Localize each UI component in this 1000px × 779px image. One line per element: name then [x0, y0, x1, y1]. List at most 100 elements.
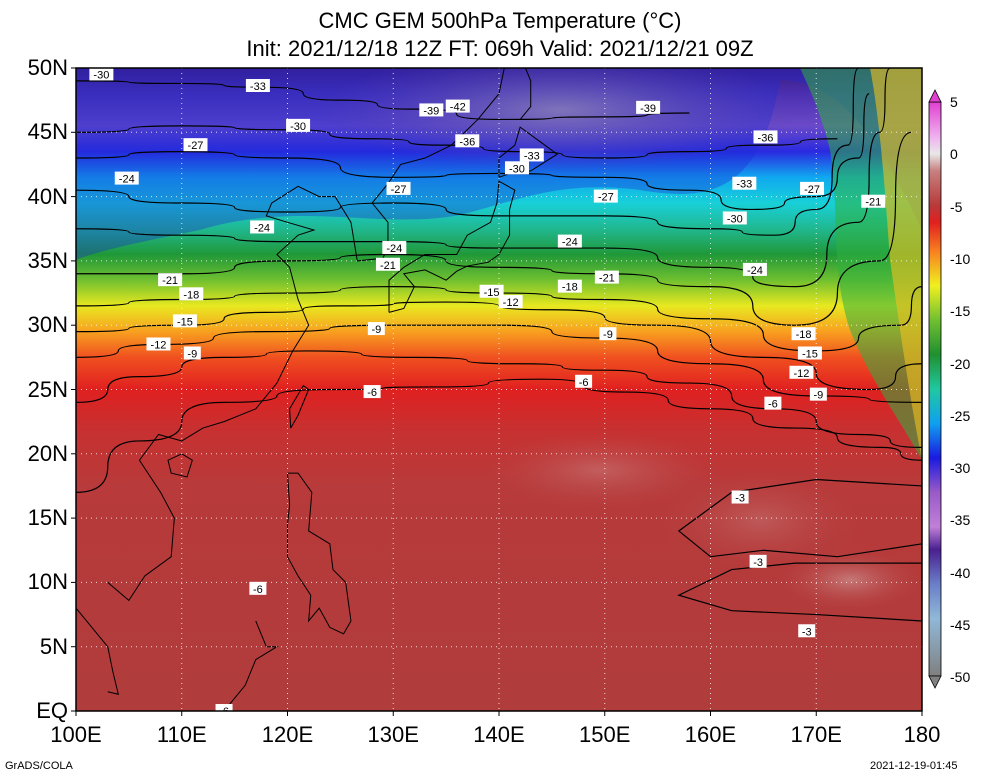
svg-text:-30: -30 — [727, 213, 743, 225]
svg-text:-24: -24 — [562, 237, 578, 249]
lat-label: 35N — [27, 247, 68, 273]
svg-text:-6: -6 — [579, 377, 589, 389]
contour-label: -6 — [575, 374, 593, 389]
contour-label: -9 — [183, 346, 201, 360]
colorbar-top-arrow — [928, 89, 942, 103]
contour-label: -15 — [797, 346, 822, 360]
contour-label: -33 — [519, 148, 544, 162]
lat-label: 15N — [27, 505, 68, 531]
contour-label: -27 — [386, 181, 411, 196]
svg-text:-27: -27 — [188, 140, 204, 152]
svg-text:-33: -33 — [736, 179, 752, 191]
svg-text:-12: -12 — [793, 368, 809, 380]
contour-label: -6 — [363, 385, 381, 399]
contour-label: -18 — [179, 287, 204, 301]
svg-text:-18: -18 — [796, 329, 812, 341]
svg-text:-3: -3 — [753, 557, 763, 569]
svg-text:-6: -6 — [219, 706, 229, 718]
lat-label: 40N — [27, 183, 68, 209]
lat-label: EQ — [36, 698, 68, 723]
contour-label: -24 — [557, 234, 582, 249]
footer-timestamp: 2021-12-19-01:45 — [870, 760, 958, 772]
contour-label: -21 — [594, 270, 619, 285]
contour-label: -9 — [599, 327, 617, 341]
contour-label: -27 — [593, 189, 618, 204]
contour-label: -42 — [445, 99, 470, 114]
isotherm-line — [76, 80, 690, 121]
svg-text:-9: -9 — [813, 390, 823, 402]
colorbar-label: 0 — [950, 146, 958, 163]
svg-text:-12: -12 — [151, 339, 167, 351]
svg-text:-42: -42 — [450, 102, 466, 114]
svg-text:-27: -27 — [391, 184, 407, 196]
svg-text:-18: -18 — [183, 289, 199, 301]
svg-text:-6: -6 — [768, 399, 778, 411]
contour-label: -24 — [742, 262, 767, 277]
coastline — [289, 384, 310, 429]
svg-text:-27: -27 — [598, 192, 614, 204]
contour-label: -24 — [250, 220, 275, 234]
colorbar-label: -5 — [950, 198, 963, 215]
lat-label: 5N — [39, 633, 68, 659]
svg-text:-39: -39 — [423, 105, 439, 117]
colorbar-label: -45 — [950, 617, 971, 633]
svg-text:-21: -21 — [380, 260, 396, 272]
lat-label: 50N — [27, 55, 68, 80]
svg-text:-21: -21 — [865, 197, 881, 209]
svg-text:-15: -15 — [802, 348, 818, 360]
coastline — [107, 68, 505, 602]
coastline — [167, 453, 193, 478]
isotherm-line — [76, 68, 859, 236]
coastline — [433, 710, 439, 711]
svg-text:-3: -3 — [802, 626, 812, 638]
warm-pool-1 — [780, 550, 920, 610]
svg-text:-33: -33 — [524, 150, 540, 162]
contour-label: -21 — [375, 257, 400, 272]
contour-label: -30 — [722, 211, 747, 225]
coastline — [287, 472, 352, 635]
svg-text:-24: -24 — [386, 243, 402, 255]
svg-text:-12: -12 — [503, 297, 519, 309]
coastline — [76, 607, 119, 695]
contour-label: -27 — [800, 181, 825, 196]
svg-text:-30: -30 — [290, 121, 306, 133]
colorbar-label: -10 — [950, 250, 971, 267]
isotherm-line — [76, 93, 870, 211]
lon-label: 120E — [261, 722, 314, 747]
colorbar-label: -35 — [950, 512, 971, 529]
svg-text:-30: -30 — [93, 69, 109, 81]
svg-text:-9: -9 — [371, 324, 381, 336]
isotherm-line — [76, 378, 922, 493]
lat-label: 25N — [27, 376, 68, 402]
lon-label: 150E — [579, 722, 631, 747]
colorbar-label: -15 — [950, 303, 971, 320]
lat-lon-grid — [76, 68, 922, 711]
contour-label: -15 — [479, 284, 504, 299]
isotherm-contours — [76, 68, 922, 622]
svg-text:-15: -15 — [177, 316, 193, 328]
contour-labels: -30-33-39 -42 -39-30-36 -36-27-33-30-24-27-… — [89, 68, 886, 718]
contour-label: -12 — [146, 337, 171, 351]
axis-ticks — [71, 67, 923, 716]
svg-text:-27: -27 — [804, 184, 820, 196]
lat-label: 10N — [27, 569, 68, 595]
colorbar — [928, 101, 942, 677]
colorbar-label: -20 — [950, 355, 971, 372]
lon-label: 130E — [367, 722, 419, 747]
contour-label: -33 — [732, 176, 757, 191]
svg-text:-9: -9 — [187, 348, 197, 360]
svg-text:-15: -15 — [484, 287, 500, 299]
svg-text:-9: -9 — [603, 329, 613, 341]
map-title: CMC GEM 500hPa Temperature (°C) — [318, 8, 682, 33]
contour-label: -33 — [245, 79, 270, 93]
map-subtitle: Init: 2021/12/18 12Z FT: 069h Valid: 202… — [246, 36, 754, 61]
lon-label: 140E — [473, 722, 525, 747]
svg-text:-3: -3 — [735, 493, 745, 505]
svg-text:-36: -36 — [758, 132, 774, 144]
coastlines — [76, 68, 559, 711]
footer-source: GrADS/COLA — [5, 760, 73, 772]
svg-text:-24: -24 — [119, 174, 135, 186]
colorbar-label: -30 — [950, 460, 971, 477]
colorbar-label: -50 — [950, 669, 971, 686]
contour-label: -9 — [367, 322, 385, 336]
